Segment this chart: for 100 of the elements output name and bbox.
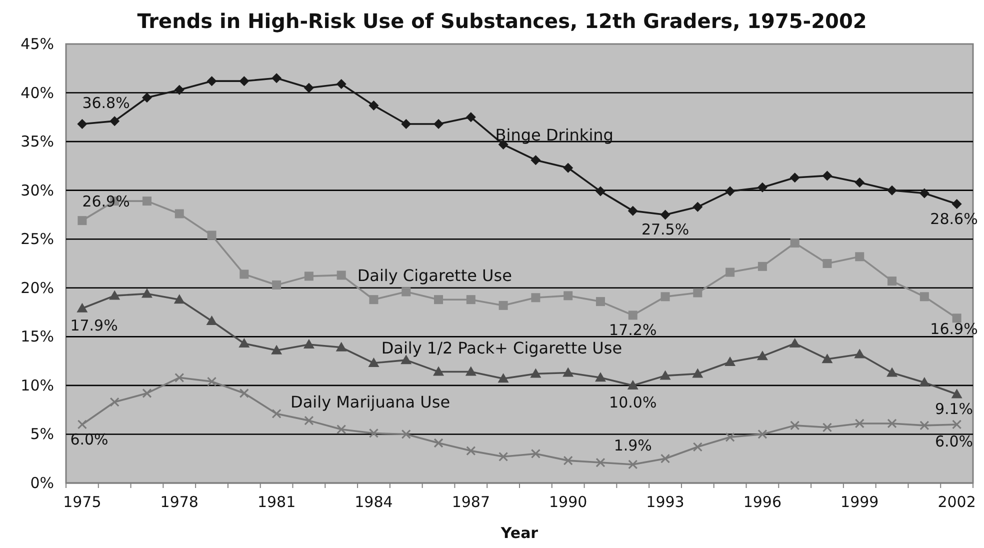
y-tick-label: 45% (20, 35, 54, 53)
point (563, 456, 573, 466)
point (303, 338, 314, 348)
point (466, 446, 476, 456)
point (434, 118, 444, 129)
point (660, 292, 670, 302)
point (692, 368, 704, 378)
point (757, 182, 768, 192)
point (920, 420, 930, 430)
point (563, 162, 574, 173)
point (530, 368, 542, 378)
point (109, 290, 120, 300)
point (498, 373, 509, 383)
point (692, 202, 703, 212)
annotation: 17.2% (609, 321, 657, 340)
point (790, 172, 800, 183)
point (660, 370, 671, 380)
y-tick-label: 20% (20, 278, 54, 297)
point (596, 297, 605, 306)
annotation: 17.9% (70, 316, 118, 334)
point (78, 216, 87, 226)
point (952, 420, 962, 430)
point (952, 314, 962, 323)
point (498, 452, 508, 462)
point (336, 342, 347, 352)
point (887, 418, 897, 428)
point (77, 420, 87, 430)
annotation: 1.9% (614, 436, 652, 454)
point (206, 376, 217, 386)
y-tick-label: 35% (20, 132, 54, 151)
x-tick-label: 1987 (452, 493, 490, 511)
y-tick-label: 40% (20, 84, 54, 102)
point (336, 270, 346, 280)
point (919, 188, 930, 198)
point (660, 210, 670, 220)
chart-title: Trends in High-Risk Use of Substances, 12th Graders, 1975-2002 (137, 9, 867, 33)
point (531, 293, 540, 302)
point (725, 432, 735, 442)
y-tick-label: 10% (20, 376, 54, 394)
point (142, 196, 152, 206)
point (142, 388, 152, 398)
point (692, 442, 702, 452)
x-tick-label: 1978 (160, 493, 198, 511)
point (110, 116, 120, 126)
annotation: 10.0% (609, 393, 657, 412)
point (822, 354, 833, 364)
point (401, 429, 411, 440)
point (693, 288, 702, 298)
y-tick-label: 0% (30, 474, 54, 492)
annotation: 26.9% (82, 192, 130, 211)
point (272, 280, 282, 290)
point (530, 155, 541, 166)
point (854, 178, 865, 188)
y-tick-label: 5% (30, 425, 54, 444)
point (272, 408, 282, 419)
point (142, 92, 152, 103)
point (174, 84, 184, 95)
y-tick-label: 15% (20, 328, 54, 346)
point (789, 338, 800, 348)
point (758, 429, 768, 440)
point (466, 112, 476, 122)
point (854, 418, 864, 428)
point (271, 344, 282, 354)
annotation: 6.0% (934, 432, 974, 450)
point (530, 448, 540, 459)
point (206, 76, 217, 86)
point (466, 295, 476, 304)
point (594, 372, 606, 382)
point (724, 356, 736, 366)
point (174, 209, 184, 218)
point (952, 198, 962, 209)
point (920, 292, 929, 302)
point (790, 238, 800, 248)
x-tick-label: 1996 (743, 493, 782, 511)
annotation: 27.5% (641, 220, 690, 239)
point (951, 388, 962, 398)
point (465, 366, 476, 376)
point (434, 438, 444, 448)
point (174, 372, 184, 382)
point (886, 367, 898, 377)
point (239, 388, 249, 398)
point (110, 397, 120, 407)
annotation: 16.9% (930, 320, 978, 338)
x-tick-label: 1975 (63, 493, 102, 511)
point (240, 270, 249, 279)
point (174, 294, 185, 304)
point (272, 73, 282, 84)
point (888, 276, 897, 286)
point (726, 268, 735, 277)
point (660, 454, 670, 464)
point (725, 186, 736, 196)
series-label: Daily Cigarette Use (357, 266, 512, 286)
point (304, 82, 314, 93)
point (368, 428, 379, 438)
point (822, 422, 832, 432)
point (790, 420, 800, 430)
point (238, 338, 250, 348)
x-tick-label: 1984 (354, 493, 393, 511)
point (628, 206, 638, 216)
y-tick-label: 25% (20, 230, 54, 248)
